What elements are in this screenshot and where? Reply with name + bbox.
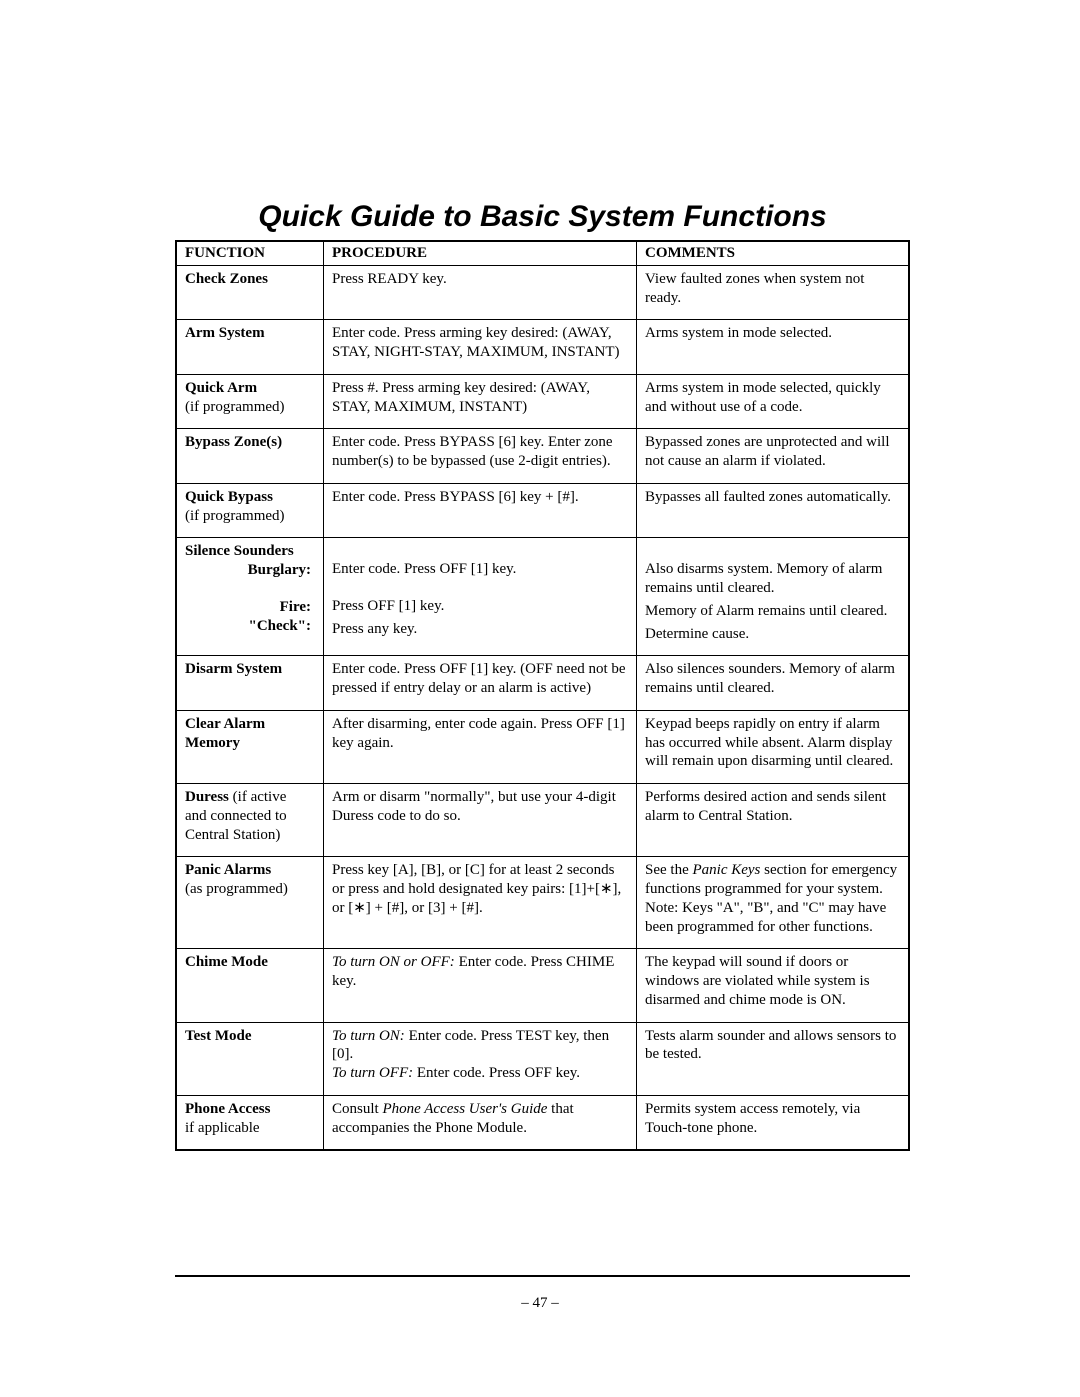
table-row: Silence Sounders Burglary: Fire: "Check"… bbox=[176, 538, 909, 656]
footer-rule bbox=[175, 1275, 910, 1277]
proc-cell: After disarming, enter code again. Press… bbox=[324, 710, 637, 783]
func-label: Arm System bbox=[185, 325, 265, 341]
proc-cell: Enter code. Press OFF [1] key. (OFF need… bbox=[324, 656, 637, 711]
comm-cell: Arms system in mode selected, quickly an… bbox=[637, 374, 910, 429]
proc-off-rest: Enter code. Press OFF key. bbox=[413, 1065, 580, 1081]
proc-cell: To turn ON or OFF: Enter code. Press CHI… bbox=[324, 949, 637, 1022]
comm-burglary: Also disarms system. Memory of alarm rem… bbox=[645, 560, 900, 598]
comm-cell: Arms system in mode selected. bbox=[637, 320, 910, 375]
comm-cell: Also disarms system. Memory of alarm rem… bbox=[637, 538, 910, 656]
func-note-inline: (if active bbox=[229, 789, 286, 805]
func-note: (if programmed) bbox=[185, 508, 285, 524]
comm-cell: Also silences sounders. Memory of alarm … bbox=[637, 656, 910, 711]
table-row: Phone Access if applicable Consult Phone… bbox=[176, 1095, 909, 1150]
proc-check: Press any key. bbox=[332, 620, 628, 639]
table-row: Bypass Zone(s) Enter code. Press BYPASS … bbox=[176, 429, 909, 484]
table-row: Duress (if active and connected to Centr… bbox=[176, 784, 909, 857]
comm-pre: See the bbox=[645, 862, 692, 878]
proc-italic: To turn ON or OFF: bbox=[332, 954, 455, 970]
table-row: Panic Alarms (as programmed) Press key [… bbox=[176, 857, 909, 949]
col-header-function: FUNCTION bbox=[176, 241, 324, 265]
table-row: Quick Arm (if programmed) Press #. Press… bbox=[176, 374, 909, 429]
proc-cell: To turn ON: Enter code. Press TEST key, … bbox=[324, 1022, 637, 1095]
table-row: Quick Bypass (if programmed) Enter code.… bbox=[176, 483, 909, 538]
proc-cell: Arm or disarm "normally", but use your 4… bbox=[324, 784, 637, 857]
page-title: Quick Guide to Basic System Functions bbox=[175, 200, 910, 234]
comm-cell: Bypassed zones are unprotected and will … bbox=[637, 429, 910, 484]
comm-cell: Tests alarm sounder and allows sensors t… bbox=[637, 1022, 910, 1095]
func-label: Quick Bypass bbox=[185, 489, 273, 505]
func-label: Silence Sounders bbox=[185, 543, 294, 559]
table-row: Check Zones Press READY key. View faulte… bbox=[176, 265, 909, 320]
func-label: Clear Alarm Memory bbox=[185, 716, 265, 751]
proc-cell: Press READY key. bbox=[324, 265, 637, 320]
proc-pre: Consult bbox=[332, 1101, 382, 1117]
proc-cell: Enter code. Press arming key desired: (A… bbox=[324, 320, 637, 375]
comm-check: Determine cause. bbox=[645, 625, 900, 644]
sub-label-burglary: Burglary: bbox=[185, 561, 315, 580]
func-label: Check Zones bbox=[185, 271, 268, 287]
proc-cell: Enter code. Press BYPASS [6] key + [#]. bbox=[324, 483, 637, 538]
proc-cell: Enter code. Press OFF [1] key. Press OFF… bbox=[324, 538, 637, 656]
proc-cell: Enter code. Press BYPASS [6] key. Enter … bbox=[324, 429, 637, 484]
proc-on-italic: To turn ON: bbox=[332, 1028, 405, 1044]
comm-cell: View faulted zones when system not ready… bbox=[637, 265, 910, 320]
table-header-row: FUNCTION PROCEDURE COMMENTS bbox=[176, 241, 909, 265]
func-note: if applicable bbox=[185, 1120, 260, 1136]
proc-cell: Press #. Press arming key desired: (AWAY… bbox=[324, 374, 637, 429]
func-label: Disarm System bbox=[185, 661, 282, 677]
func-label: Bypass Zone(s) bbox=[185, 434, 282, 450]
proc-italic: Phone Access User's Guide bbox=[382, 1101, 547, 1117]
comm-fire: Memory of Alarm remains until cleared. bbox=[645, 602, 900, 621]
sub-label-fire: Fire: bbox=[185, 598, 315, 617]
func-note: (if programmed) bbox=[185, 399, 285, 415]
func-label: Duress bbox=[185, 789, 229, 805]
func-label: Quick Arm bbox=[185, 380, 257, 396]
comm-cell: Keypad beeps rapidly on entry if alarm h… bbox=[637, 710, 910, 783]
func-label: Chime Mode bbox=[185, 954, 268, 970]
functions-table: FUNCTION PROCEDURE COMMENTS Check Zones … bbox=[175, 240, 910, 1151]
func-label: Phone Access bbox=[185, 1101, 270, 1117]
table-row: Arm System Enter code. Press arming key … bbox=[176, 320, 909, 375]
func-note: (as programmed) bbox=[185, 881, 288, 897]
comm-cell: Performs desired action and sends silent… bbox=[637, 784, 910, 857]
func-label: Panic Alarms bbox=[185, 862, 271, 878]
proc-fire: Press OFF [1] key. bbox=[332, 597, 628, 616]
comm-italic: Panic Keys bbox=[692, 862, 760, 878]
table-row: Disarm System Enter code. Press OFF [1] … bbox=[176, 656, 909, 711]
table-row: Test Mode To turn ON: Enter code. Press … bbox=[176, 1022, 909, 1095]
page: Quick Guide to Basic System Functions FU… bbox=[0, 0, 1080, 1397]
table-row: Chime Mode To turn ON or OFF: Enter code… bbox=[176, 949, 909, 1022]
proc-cell: Consult Phone Access User's Guide that a… bbox=[324, 1095, 637, 1150]
comm-cell: Permits system access remotely, via Touc… bbox=[637, 1095, 910, 1150]
comm-cell: See the Panic Keys section for emergency… bbox=[637, 857, 910, 949]
table-row: Clear Alarm Memory After disarming, ente… bbox=[176, 710, 909, 783]
sub-label-check: "Check": bbox=[185, 617, 315, 636]
proc-burglary: Enter code. Press OFF [1] key. bbox=[332, 560, 628, 579]
proc-cell: Press key [A], [B], or [C] for at least … bbox=[324, 857, 637, 949]
func-label: Test Mode bbox=[185, 1028, 252, 1044]
comm-cell: Bypasses all faulted zones automatically… bbox=[637, 483, 910, 538]
proc-off-italic: To turn OFF: bbox=[332, 1065, 413, 1081]
col-header-comments: COMMENTS bbox=[637, 241, 910, 265]
func-note: and connected to Central Station) bbox=[185, 808, 287, 843]
page-number: – 47 – bbox=[0, 1295, 1080, 1312]
col-header-procedure: PROCEDURE bbox=[324, 241, 637, 265]
comm-cell: The keypad will sound if doors or window… bbox=[637, 949, 910, 1022]
